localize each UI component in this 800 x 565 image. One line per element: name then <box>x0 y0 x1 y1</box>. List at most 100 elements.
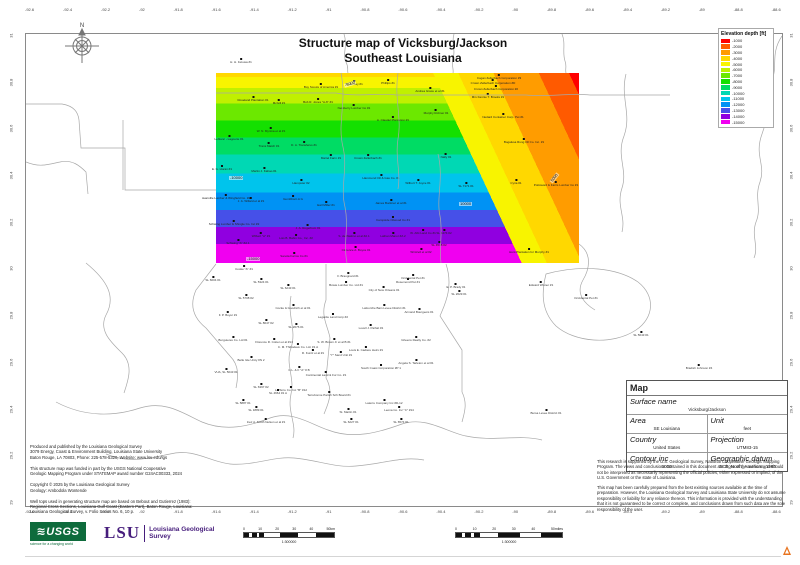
well-marker: Clarence A. Boyce #1 <box>342 246 370 252</box>
coordinate-tick-label: -89.8 <box>546 509 557 514</box>
well-dot-icon <box>292 252 295 254</box>
well-label: SL 8647 #2 <box>258 321 274 325</box>
credit-line: Produced and published by the Louisiana … <box>30 444 142 449</box>
coordinate-tick-label: -92.6 <box>25 7 35 12</box>
coordinate-tick-label: 29 <box>788 500 794 505</box>
well-marker: Bowie Lumber Co. Ltd #1 <box>329 281 363 287</box>
well-label: Burguieres Co. Ltd #1 <box>218 338 248 342</box>
well-label: E. G. Horan #1 <box>211 167 233 171</box>
coordinate-tick-label: -91.8 <box>173 509 183 514</box>
well-dot-icon <box>344 281 347 283</box>
well-label: Louis E. Cadiere Heirs #1 <box>348 348 384 352</box>
coordinate-tick-label: -91.2 <box>287 509 297 514</box>
legend-swatch <box>721 119 730 125</box>
scalebar-tick: 10 <box>472 527 477 531</box>
well-marker: Bob R. Jones "A-6" #1 <box>303 98 333 104</box>
well-marker: Schwing Lumber & Shingle Co. Inc #2 <box>209 220 259 226</box>
well-marker: SL 5643 #1 <box>633 331 649 337</box>
scalebar-tick-labels: 0 10 20 30 40 50km <box>243 527 335 531</box>
coordinate-tick-label: 29.2 <box>788 451 794 460</box>
publisher-mark-icon <box>783 546 791 555</box>
well-dot-icon <box>330 154 332 156</box>
well-dot-icon <box>465 182 467 184</box>
coordinate-tick-label: -91.4 <box>249 509 259 514</box>
coordinate-tick-label: -88.6 <box>771 509 781 514</box>
compass-north-label: N <box>80 23 84 29</box>
well-marker: "Y" Sand Unit #1 <box>330 351 352 357</box>
well-label: Hammond Oil & Gas Co. #1 <box>362 176 400 180</box>
well-dot-icon <box>263 167 265 169</box>
legend-value: -5000 <box>732 61 743 67</box>
well-marker: SL 5324 #1 <box>253 278 269 284</box>
well-marker: Hampster #2 <box>292 179 310 185</box>
legend-entry: -12000 <box>721 102 771 108</box>
elevation-legend: Elevation depth [ft] -1000 -2000 -3000 -400… <box>718 28 774 128</box>
well-dot-icon <box>332 338 335 340</box>
area-label: Area <box>630 416 646 425</box>
contour-inc-label: Contour inc <box>630 454 669 463</box>
contour-value-label: -15000 <box>246 256 261 261</box>
scalebar-bar <box>455 532 563 538</box>
well-label: Wilburt T. Joyce #1 <box>405 181 431 185</box>
well-dot-icon <box>367 154 369 156</box>
legend-swatch <box>721 79 730 84</box>
well-label: Boy Scouts of America #1 <box>303 85 339 89</box>
well-marker: Phillips #1 <box>381 79 395 85</box>
well-label: Lois B. Babin Co., Inc. #2 <box>279 236 313 240</box>
well-marker: Occidental Pet #1 <box>401 274 425 280</box>
coordinate-tick-label: -90.8 <box>360 509 370 514</box>
well-marker: Armand Bourgeois #1 <box>404 308 434 314</box>
legend-entry: -3000 <box>721 50 771 56</box>
well-marker: Lois B. Babin Co., Inc. #2 <box>279 234 313 240</box>
well-marker: Lafourche Bain Levee District #1 <box>362 304 406 310</box>
well-marker: Belle Isle Unity #N 2 <box>237 356 265 362</box>
coordinate-tick-label: 29 <box>8 500 14 505</box>
well-dot-icon <box>265 319 267 321</box>
title-line-1: Structure map of Vicksburg/Jackson <box>298 36 508 50</box>
projection-label: Projection <box>710 435 744 444</box>
well-dot-icon <box>354 246 357 248</box>
legend-swatch <box>721 102 730 107</box>
well-marker: Bradish Johnson #4 <box>686 364 712 370</box>
well-dot-icon <box>317 98 319 100</box>
well-marker: Cocke & Goodrich et al #1 <box>275 304 311 310</box>
datum-label: Geographic datum <box>710 454 773 463</box>
well-label: Wintzell et al #2 <box>410 250 432 254</box>
well-label: F. Braugnard #1 <box>337 274 359 278</box>
unit-label: Unit <box>710 416 724 425</box>
area-value: SE Louisiana <box>653 426 681 431</box>
title-line-2: Southeast Louisiana <box>344 51 462 65</box>
well-dot-icon <box>380 174 382 176</box>
well-marker: Lathan Manor #A 2 <box>380 232 406 238</box>
well-label: "Y" Sand Unit #1 <box>329 353 353 357</box>
credit-line: Geology: Ambodola Wontende <box>30 487 87 493</box>
legend-value: -4000 <box>732 55 743 61</box>
well-label: W. Albt Land Co #1 <box>410 231 436 235</box>
well-dot-icon <box>340 351 342 353</box>
coordinate-tick-label: 29.6 <box>788 358 794 367</box>
well-dot-icon <box>291 195 294 197</box>
well-dot-icon <box>382 304 385 306</box>
coordinate-tick-label: -90.6 <box>398 509 408 514</box>
coordinate-tick-label: 29.8 <box>8 311 14 320</box>
well-dot-icon <box>243 265 245 267</box>
coordinate-tick-label: 29.2 <box>8 451 14 460</box>
well-marker: J. A. Rogerbum #1 <box>296 224 320 230</box>
well-marker: Angela S. Tarleton et al #1 <box>398 359 434 365</box>
credit-line: Regional Cross Sections, Louisiana Gulf … <box>30 503 193 509</box>
well-label: Earl Miller #1 <box>317 203 335 207</box>
unit-cell: Unit feet <box>708 415 788 433</box>
country-label: Country <box>630 435 657 444</box>
coordinate-tick-label: -90.4 <box>436 7 446 12</box>
well-marker: J. A. Willard et al #1 <box>238 197 264 203</box>
legend-entry: -13000 <box>721 108 771 114</box>
area-cell: Area SE Louisiana <box>627 415 708 433</box>
field-wells-layer: Boy Scouts of America #1W. E. Day #1Phil… <box>202 73 579 263</box>
credit-line: This structure map was funded in part by… <box>30 465 166 471</box>
legend-swatch <box>721 50 730 55</box>
well-dot-icon <box>522 138 525 140</box>
well-dot-icon <box>228 135 230 137</box>
well-marker: City of New Orleans #1 <box>369 286 399 292</box>
well-dot-icon <box>391 232 394 234</box>
scalebar-tick: 20 <box>275 527 280 531</box>
